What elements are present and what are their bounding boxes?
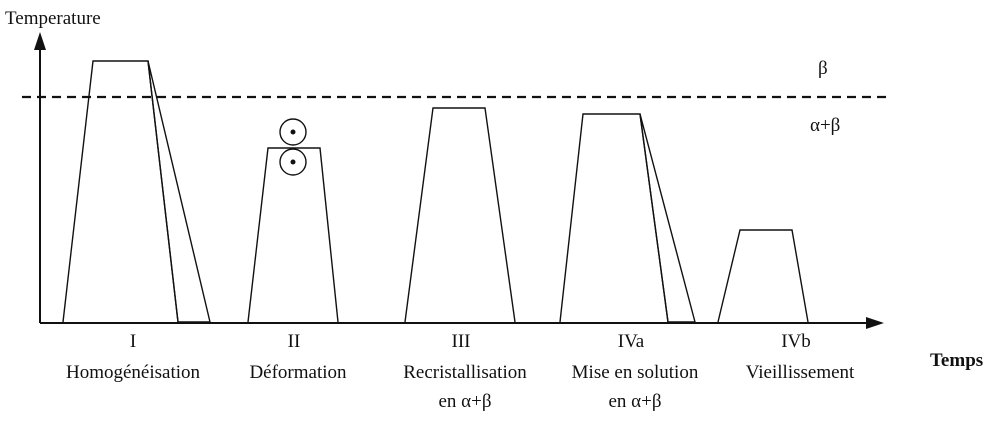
x-arrow [866, 317, 884, 329]
phase-number: II [288, 331, 301, 352]
y-arrow [34, 32, 46, 50]
region-lower: α+β [810, 115, 840, 136]
phase-number: IVb [781, 331, 811, 352]
phase-subtitle: en α+β [608, 391, 661, 412]
cycle-iva [559, 113, 669, 323]
hatch [639, 113, 696, 323]
roll-dot [290, 129, 296, 135]
phase-name: Homogénéisation [66, 362, 201, 383]
y-label: Temperature [5, 8, 101, 29]
phase-number: III [452, 331, 471, 352]
roll-dot [290, 159, 296, 165]
cycle-ii [247, 147, 339, 323]
phase-name: Déformation [249, 362, 347, 383]
cycle-i [62, 60, 179, 323]
cycle-ivb [717, 229, 809, 323]
phase-name: Recristallisation [403, 362, 527, 383]
region-upper: β [818, 58, 828, 79]
phase-number: I [130, 331, 136, 352]
phase-name: Mise en solution [572, 362, 699, 383]
roll [279, 118, 307, 146]
x-label: Temps [930, 350, 983, 371]
phase-name: Vieillissement [746, 362, 855, 383]
phase-number: IVa [618, 331, 645, 352]
phase-labels: I Homogénéisation II Déformation III Recrista… [66, 331, 855, 412]
roll [279, 148, 307, 176]
hatch [147, 60, 211, 323]
phase-subtitle: en α+β [438, 391, 491, 412]
cycle-iii [404, 107, 516, 323]
